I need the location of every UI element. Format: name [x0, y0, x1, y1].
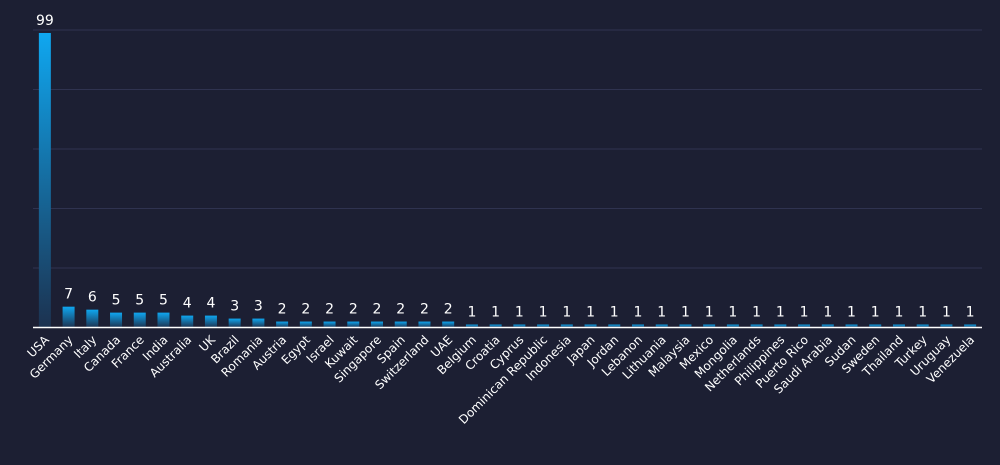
bar-sudan: [845, 324, 858, 328]
bar-lithuania: [655, 324, 668, 328]
value-label: 1: [776, 305, 785, 321]
bar-malaysia: [679, 324, 692, 328]
value-label: 1: [467, 305, 476, 321]
bars: [38, 32, 977, 328]
bar-uruguay: [940, 324, 953, 328]
value-label: 4: [183, 296, 192, 312]
bar-egypt: [299, 321, 312, 328]
bar-turkey: [916, 324, 929, 328]
value-label: 3: [254, 299, 263, 315]
bar-netherlands: [750, 324, 763, 328]
value-label: 7: [64, 287, 73, 303]
bar-sweden: [869, 324, 882, 328]
value-label: 1: [823, 305, 832, 321]
value-label: 1: [657, 305, 666, 321]
bar-uae: [442, 321, 455, 328]
bar-romania: [252, 318, 265, 328]
bar-israel: [323, 321, 336, 328]
bar-uk: [204, 315, 217, 328]
value-label: 2: [420, 302, 429, 318]
value-label: 2: [349, 302, 358, 318]
bar-kuwait: [347, 321, 360, 328]
bar-belgium: [465, 324, 478, 328]
value-label: 1: [847, 305, 856, 321]
value-label: 2: [396, 302, 405, 318]
value-label: 1: [800, 305, 809, 321]
bar-indonesia: [560, 324, 573, 328]
value-label: 6: [88, 290, 97, 306]
bar-dominican-republic: [537, 324, 550, 328]
value-label: 2: [278, 302, 287, 318]
value-label: 1: [610, 305, 619, 321]
bar-austria: [276, 321, 289, 328]
value-label: 1: [681, 305, 690, 321]
value-labels: 997 6 5 5 5 4 4 3 3 2 2 2 2 2 2 2 2 1 1 1 1 1 1 1 1 1 1 1 1 1 1 1 1 1 1 1 1 1…: [36, 13, 975, 321]
value-label: 1: [752, 305, 761, 321]
bar-cyprus: [513, 324, 526, 328]
value-label: 1: [942, 305, 951, 321]
bar-mexico: [703, 324, 716, 328]
value-label: 2: [444, 302, 453, 318]
value-label: 1: [895, 305, 904, 321]
bar-venezuela: [964, 324, 977, 328]
value-label: 2: [301, 302, 310, 318]
value-label: 2: [325, 302, 334, 318]
x-tick-labels: USAGermanyItalyCanadaFranceIndiaAustrali…: [25, 332, 978, 427]
value-label: 99: [36, 13, 54, 29]
bar-spain: [394, 321, 407, 328]
bar-saudi-arabia: [821, 324, 834, 328]
value-label: 1: [586, 305, 595, 321]
value-label: 1: [966, 305, 975, 321]
value-label: 5: [159, 293, 168, 309]
bar-india: [157, 312, 170, 328]
bar-puerto-rico: [798, 324, 811, 328]
bar-thailand: [892, 324, 905, 328]
bar-france: [133, 312, 146, 328]
bar-singapore: [371, 321, 384, 328]
bar-jordan: [608, 324, 621, 328]
value-label: 1: [728, 305, 737, 321]
value-label: 1: [918, 305, 927, 321]
bar-canada: [110, 312, 123, 328]
value-label: 4: [206, 296, 215, 312]
bar-lebanon: [631, 324, 644, 328]
value-label: 1: [871, 305, 880, 321]
value-label: 5: [135, 293, 144, 309]
bar-japan: [584, 324, 597, 328]
value-label: 1: [539, 305, 548, 321]
bar-brazil: [228, 318, 241, 328]
bar-philippines: [774, 324, 787, 328]
value-label: 3: [230, 299, 239, 315]
value-label: 2: [373, 302, 382, 318]
gridlines: [33, 29, 982, 269]
bar-mongolia: [726, 324, 739, 328]
value-label: 1: [562, 305, 571, 321]
bar-switzerland: [418, 321, 431, 328]
value-label: 1: [491, 305, 500, 321]
value-label: 1: [705, 305, 714, 321]
value-label: 5: [112, 293, 121, 309]
value-label: 1: [634, 305, 643, 321]
bar-germany: [62, 306, 75, 328]
bar-australia: [181, 315, 194, 328]
bar-usa: [38, 32, 51, 328]
value-label: 1: [515, 305, 524, 321]
bar-croatia: [489, 324, 502, 328]
bar-italy: [86, 309, 99, 328]
